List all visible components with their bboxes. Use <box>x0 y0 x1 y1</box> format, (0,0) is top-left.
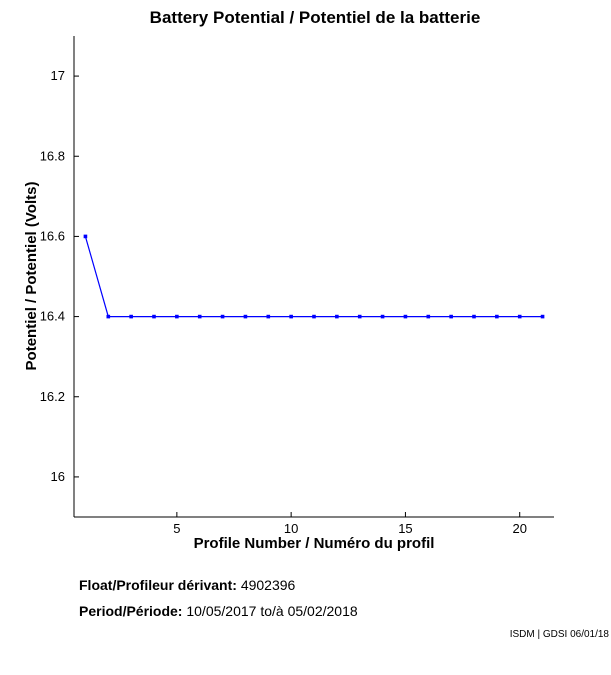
data-point <box>243 314 248 319</box>
y-ticks: 16 16.2 16.4 16.6 16.8 17 <box>40 68 79 484</box>
float-info: Float/Profileur dérivant: 4902396 <box>79 577 295 593</box>
data-point <box>472 314 476 319</box>
series-line <box>84 236 543 318</box>
data-point <box>449 314 453 319</box>
data-point <box>289 314 293 319</box>
data-point <box>380 314 385 319</box>
y-tick-label: 16 <box>51 469 65 484</box>
period-label: Period/Période: <box>79 603 183 619</box>
float-value: 4902396 <box>240 577 296 593</box>
data-point <box>106 314 111 319</box>
data-point <box>266 314 271 319</box>
credit-text: ISDM | GDSI 06/01/18 <box>509 629 609 640</box>
data-point <box>152 314 156 319</box>
x-axis-label: Profile Number / Numéro du profil <box>194 535 435 552</box>
data-point <box>312 314 316 319</box>
data-point <box>495 314 499 319</box>
data-point <box>517 314 522 319</box>
y-tick-label: 17 <box>51 68 65 83</box>
y-tick-label: 16.6 <box>40 228 65 243</box>
data-point <box>403 314 408 319</box>
y-axis-label: Potentiel / Potentiel (Volts) <box>23 182 40 371</box>
period-separator: to/à <box>260 603 284 619</box>
series-layer <box>83 234 545 319</box>
period-start: 10/05/2017 <box>186 603 257 619</box>
data-point <box>197 314 202 319</box>
y-tick-label: 16.4 <box>40 309 65 324</box>
period-info: Period/Période: 10/05/2017 to/à 05/02/20… <box>79 603 358 619</box>
x-tick-label: 10 <box>284 521 298 536</box>
chart-title: Battery Potential / Potentiel de la batt… <box>150 8 481 27</box>
data-point <box>129 314 133 319</box>
data-point <box>335 314 339 319</box>
data-point <box>175 314 179 319</box>
period-end: 05/02/2018 <box>287 603 358 619</box>
data-point <box>426 314 431 319</box>
float-label: Float/Profileur dérivant: <box>79 577 237 593</box>
y-tick-label: 16.2 <box>40 389 65 404</box>
x-ticks: 5 10 15 20 <box>173 512 527 536</box>
data-point <box>357 314 362 319</box>
data-point <box>220 314 225 319</box>
y-tick-label: 16.8 <box>40 148 65 163</box>
x-tick-label: 20 <box>512 521 526 536</box>
data-point <box>83 234 88 239</box>
data-point <box>540 314 545 319</box>
x-tick-label: 15 <box>398 521 412 536</box>
x-tick-label: 5 <box>173 521 180 536</box>
